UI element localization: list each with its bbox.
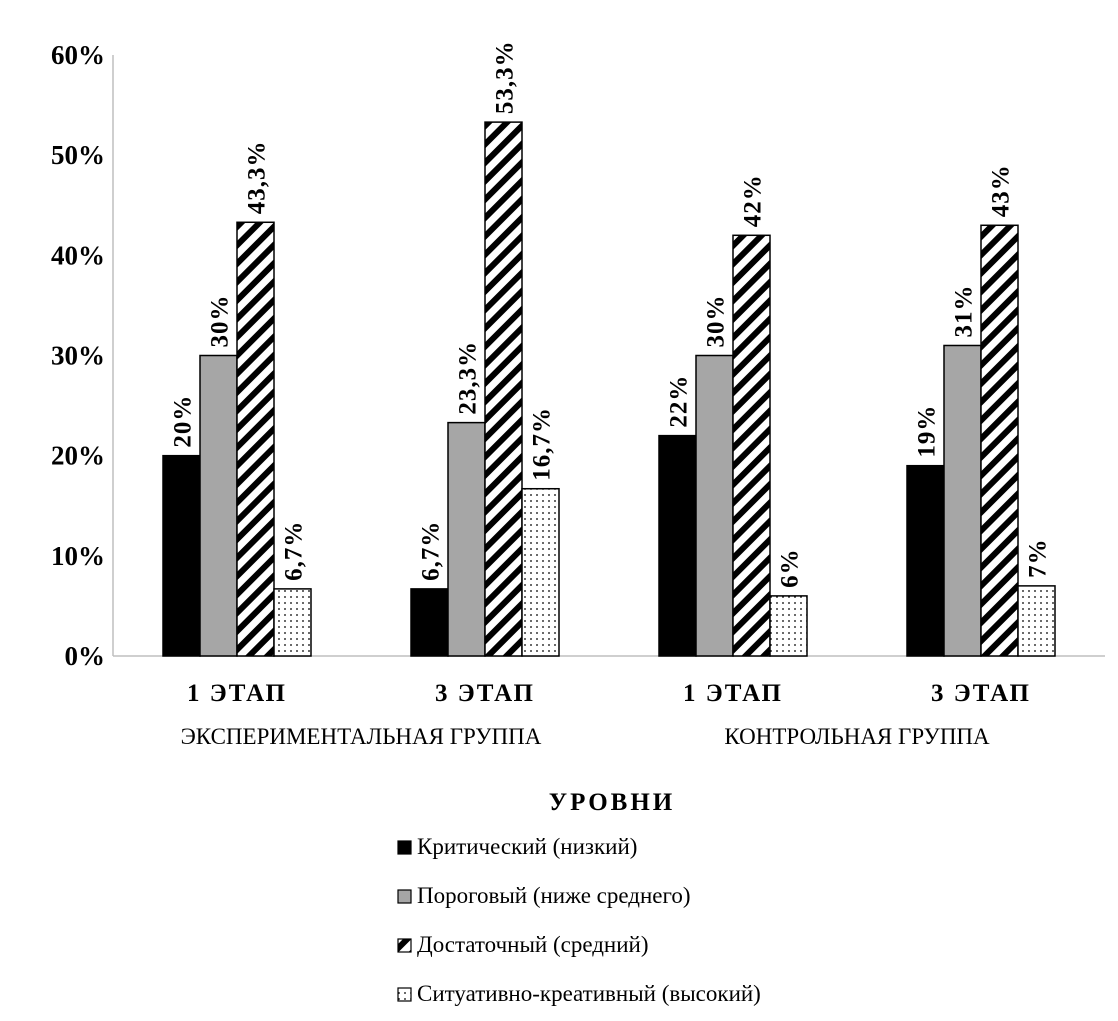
bar xyxy=(410,588,449,657)
x-group-label: ЭКСПЕРИМЕНТАЛЬНАЯ ГРУППА xyxy=(181,724,542,749)
legend-title: УРОВНИ xyxy=(549,789,675,816)
chart-legend: УРОВНИ Критический (низкий) Пороговый (ниж… xyxy=(397,789,761,1006)
bar xyxy=(236,221,275,657)
legend-swatch xyxy=(397,889,412,904)
chart-data-labels: 20% 30% 43,3% 6,7% 6,7% 23,3% 53,3% 16,7% 22% 30%… xyxy=(170,40,1052,588)
legend-swatch xyxy=(397,987,412,1002)
data-label: 43,3% xyxy=(244,141,271,215)
legend-label: Критический (низкий) xyxy=(417,834,637,859)
legend-label: Пороговый (ниже среднего) xyxy=(417,883,691,908)
y-tick-label: 20% xyxy=(51,441,105,471)
chart-axes: 0% 10% 20% 30% 40% 50% 60% xyxy=(51,40,1105,671)
data-label: 53,3% xyxy=(492,40,519,114)
data-label: 7% xyxy=(1025,538,1052,578)
x-category-label: 1 ЭТАП xyxy=(683,680,783,707)
x-group-label: КОНТРОЛЬНАЯ ГРУППА xyxy=(724,724,990,749)
bar xyxy=(695,354,734,657)
data-label: 43% xyxy=(988,164,1015,217)
bar xyxy=(732,234,771,657)
bar xyxy=(273,588,312,657)
bar xyxy=(447,421,486,657)
data-label: 6% xyxy=(777,548,804,588)
data-label: 31% xyxy=(951,284,978,337)
bar xyxy=(162,454,201,657)
bar xyxy=(199,354,238,657)
legend-swatch xyxy=(397,938,412,953)
data-label: 19% xyxy=(914,405,941,458)
data-label: 6,7% xyxy=(281,521,308,581)
bar xyxy=(1017,585,1056,657)
data-label: 16,7% xyxy=(529,407,556,481)
bar xyxy=(484,121,523,657)
bar xyxy=(521,487,560,657)
x-category-label: 3 ЭТАП xyxy=(931,680,1031,707)
legend-swatch xyxy=(397,840,412,855)
bar xyxy=(658,434,697,657)
data-label: 30% xyxy=(207,295,234,348)
x-category-label: 1 ЭТАП xyxy=(187,680,287,707)
bar xyxy=(906,464,945,657)
chart-x-axis-labels: 1 ЭТАП 3 ЭТАП 1 ЭТАП 3 ЭТАП ЭКСПЕРИМЕНТАЛЬНА… xyxy=(181,680,1031,749)
y-tick-label: 30% xyxy=(51,341,105,371)
y-tick-label: 10% xyxy=(51,541,105,571)
data-label: 6,7% xyxy=(418,521,445,581)
legend-label: Достаточный (средний) xyxy=(417,932,649,957)
bar xyxy=(980,224,1019,657)
y-tick-label: 60% xyxy=(51,40,105,70)
data-label: 42% xyxy=(740,174,767,227)
y-tick-label: 0% xyxy=(65,641,106,671)
x-category-label: 3 ЭТАП xyxy=(435,680,535,707)
data-label: 22% xyxy=(666,375,693,428)
bar xyxy=(769,595,808,657)
legend-label: Ситуативно-креативный (высокий) xyxy=(417,981,761,1006)
data-label: 23,3% xyxy=(455,341,482,415)
chart-bars xyxy=(162,121,1056,657)
data-label: 30% xyxy=(703,295,730,348)
bar xyxy=(943,344,982,657)
y-tick-label: 50% xyxy=(51,140,105,170)
y-tick-label: 40% xyxy=(51,240,105,270)
data-label: 20% xyxy=(170,395,197,448)
